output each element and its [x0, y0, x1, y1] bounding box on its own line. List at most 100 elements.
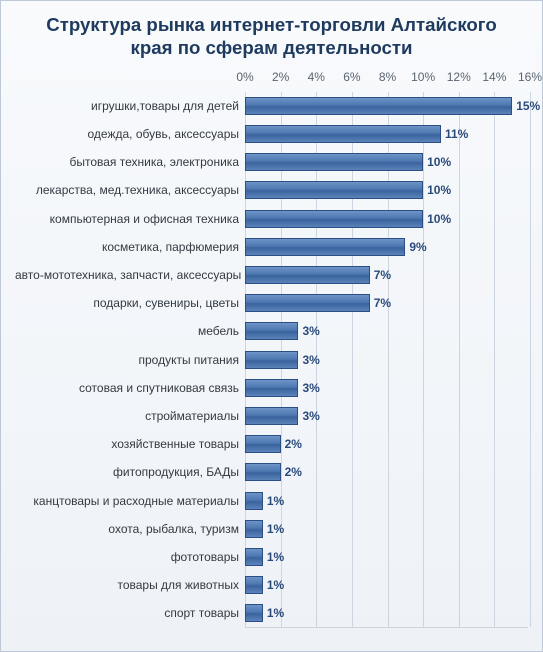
bar-row: игрушки,товары для детей15%	[15, 93, 528, 119]
bar-value-label: 2%	[281, 435, 302, 453]
bar-row: канцтовары и расходные материалы1%	[15, 488, 528, 514]
category-label: игрушки,товары для детей	[15, 99, 245, 113]
bar-value-label: 9%	[405, 238, 426, 256]
bar-value-label: 3%	[298, 351, 319, 369]
bar-row: сотовая и спутниковая связь 3%	[15, 375, 528, 401]
category-label: сотовая и спутниковая связь	[15, 381, 245, 395]
bar-row: охота, рыбалка, туризм 1%	[15, 516, 528, 542]
bar-row: хозяйственные товары 2%	[15, 431, 528, 457]
bar	[245, 435, 281, 453]
bar	[245, 463, 281, 481]
bar-value-label: 11%	[441, 125, 468, 143]
bar-row: фитопродукция, БАДы 2%	[15, 459, 528, 485]
x-tick-label: 8%	[379, 70, 396, 84]
x-tick-label: 10%	[411, 70, 435, 84]
category-label: лекарства, мед.техника, аксессуары	[15, 183, 245, 197]
bar-row: авто-мототехника, запчасти, аксессуары 7%	[15, 262, 528, 288]
x-axis: 0%2%4%6%8%10%12%14%16%	[15, 70, 528, 92]
x-tick-label: 16%	[518, 70, 542, 84]
bar-row: стройматериалы3%	[15, 403, 528, 429]
x-tick-label: 14%	[482, 70, 506, 84]
bar-row: подарки, сувениры, цветы7%	[15, 290, 528, 316]
bar-value-label: 3%	[298, 407, 319, 425]
category-label: фитопродукция, БАДы	[15, 465, 245, 479]
bar-value-label: 1%	[263, 576, 284, 594]
x-tick-label: 6%	[343, 70, 360, 84]
bar-track: 1%	[245, 604, 528, 622]
bar-track: 3%	[245, 379, 528, 397]
bar-track: 15%	[245, 97, 528, 115]
bar-row: косметика, парфюмерия 9%	[15, 234, 528, 260]
gridline	[530, 92, 531, 627]
bar-value-label: 10%	[423, 181, 451, 199]
bar-track: 10%	[245, 153, 528, 171]
chart-title-line2: края по сферам деятельности	[131, 37, 413, 58]
bar-track: 1%	[245, 520, 528, 538]
bar-value-label: 1%	[263, 520, 284, 538]
category-label: мебель	[15, 324, 245, 338]
bar-row: фототовары 1%	[15, 544, 528, 570]
bar-rows: игрушки,товары для детей15%одежда, обувь…	[15, 92, 528, 628]
bar	[245, 576, 263, 594]
bar-value-label: 3%	[298, 322, 319, 340]
bar-track: 3%	[245, 407, 528, 425]
bar	[245, 604, 263, 622]
bar-track: 1%	[245, 576, 528, 594]
bar-value-label: 1%	[263, 604, 284, 622]
bar-value-label: 7%	[370, 294, 391, 312]
bar-track: 10%	[245, 210, 528, 228]
x-tick-label: 2%	[272, 70, 289, 84]
bar-track: 7%	[245, 266, 528, 284]
category-label: продукты питания	[15, 353, 245, 367]
bar-row: одежда, обувь, аксессуары 11%	[15, 121, 528, 147]
category-label: косметика, парфюмерия	[15, 240, 245, 254]
bar	[245, 181, 423, 199]
bar-row: продукты питания 3%	[15, 347, 528, 373]
bar	[245, 294, 370, 312]
bar-track: 7%	[245, 294, 528, 312]
category-label: хозяйственные товары	[15, 437, 245, 451]
category-label: спорт товары	[15, 606, 245, 620]
bar-value-label: 10%	[423, 153, 451, 171]
bar-value-label: 3%	[298, 379, 319, 397]
bar-value-label: 7%	[370, 266, 391, 284]
bar	[245, 379, 298, 397]
bar-track: 1%	[245, 492, 528, 510]
category-label: компьютерная и офисная техника	[15, 212, 245, 226]
bar-value-label: 2%	[281, 463, 302, 481]
bar	[245, 520, 263, 538]
category-label: охота, рыбалка, туризм	[15, 522, 245, 536]
bar-row: товары для животных 1%	[15, 572, 528, 598]
x-tick-label: 0%	[236, 70, 253, 84]
bar	[245, 407, 298, 425]
plot-area: 0%2%4%6%8%10%12%14%16% игрушки,товары дл…	[15, 70, 528, 628]
bar-track: 9%	[245, 238, 528, 256]
bar	[245, 97, 512, 115]
category-label: авто-мототехника, запчасти, аксессуары	[15, 268, 245, 282]
bar-track: 1%	[245, 548, 528, 566]
category-label: фототовары	[15, 550, 245, 564]
category-label: товары для животных	[15, 578, 245, 592]
category-label: бытовая техника, электроника	[15, 155, 245, 169]
bar-track: 2%	[245, 435, 528, 453]
bar-track: 3%	[245, 351, 528, 369]
bar	[245, 351, 298, 369]
category-label: одежда, обувь, аксессуары	[15, 127, 245, 141]
bar-value-label: 1%	[263, 548, 284, 566]
bar-value-label: 1%	[263, 492, 284, 510]
bar-row: бытовая техника, электроника 10%	[15, 149, 528, 175]
bar	[245, 492, 263, 510]
bar-track: 10%	[245, 181, 528, 199]
chart-title-line1: Структура рынка интернет-торговли Алтайс…	[46, 14, 496, 35]
bar	[245, 548, 263, 566]
bar	[245, 266, 370, 284]
bar	[245, 322, 298, 340]
bar-track: 2%	[245, 463, 528, 481]
x-tick-label: 4%	[308, 70, 325, 84]
bar-row: мебель 3%	[15, 318, 528, 344]
bar-track: 11%	[245, 125, 528, 143]
bar	[245, 238, 405, 256]
chart-container: Структура рынка интернет-торговли Алтайс…	[0, 0, 543, 652]
bar-value-label: 15%	[512, 97, 540, 115]
bar-track: 3%	[245, 322, 528, 340]
